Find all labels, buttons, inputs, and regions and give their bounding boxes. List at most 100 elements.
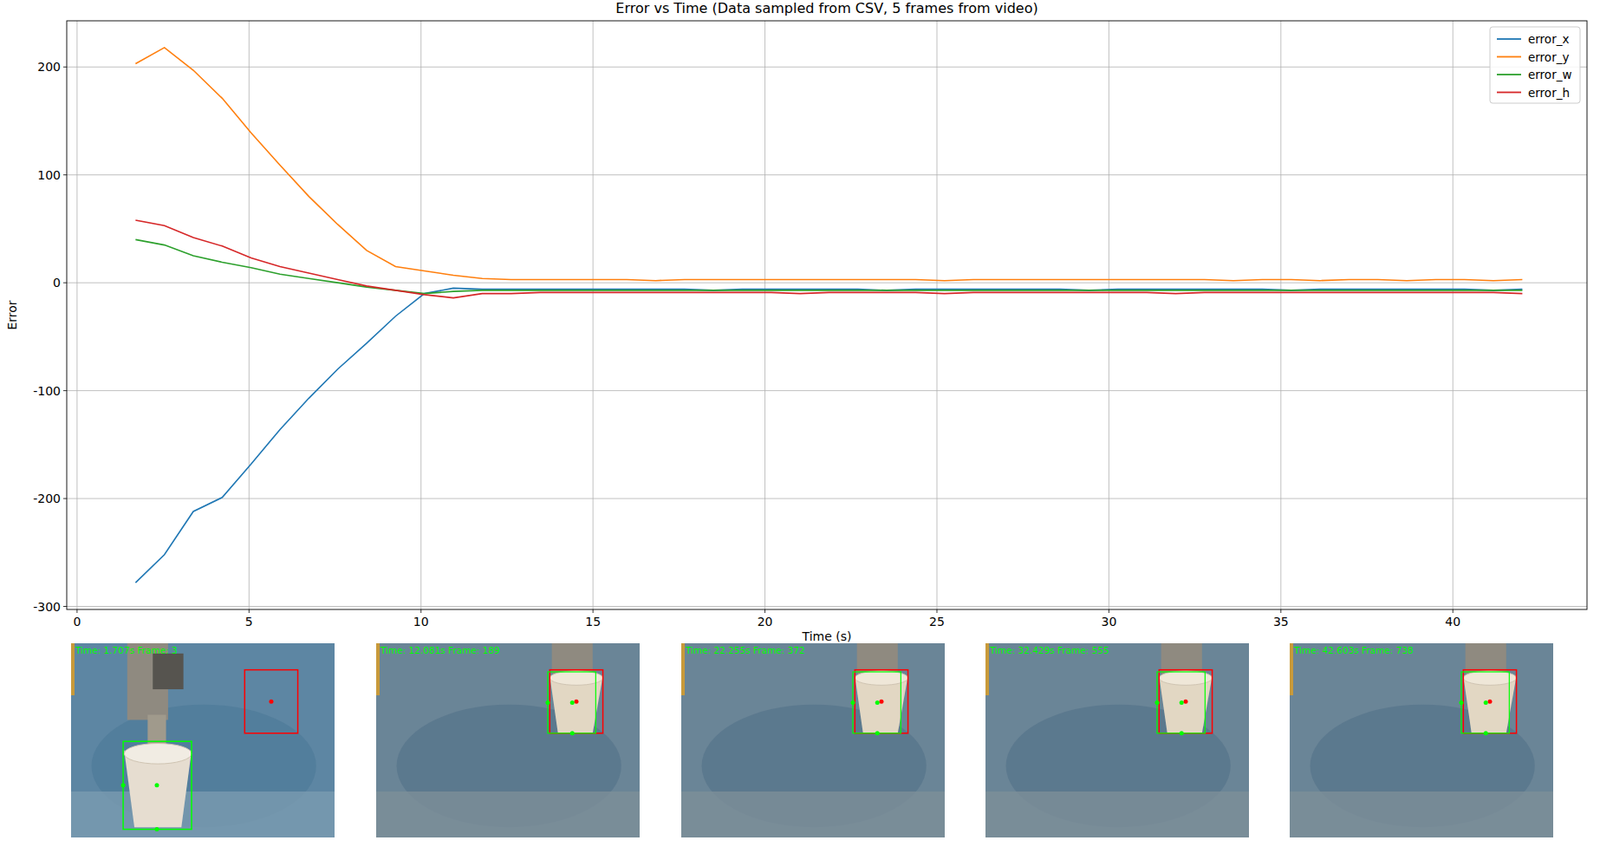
target-box xyxy=(244,669,298,734)
detect-center xyxy=(1483,700,1489,705)
frame-edge xyxy=(376,643,380,696)
x-grid-line xyxy=(764,20,766,610)
x-tick-label: 25 xyxy=(929,614,945,629)
x-tick xyxy=(76,609,78,613)
video-frame: Time: 32.429s Frame: 555 xyxy=(985,643,1249,838)
frame-edge xyxy=(985,643,989,696)
detect-box xyxy=(852,671,901,734)
detect-point xyxy=(154,826,159,832)
x-grid-line xyxy=(936,20,937,610)
detect-point xyxy=(1458,700,1464,705)
target-box xyxy=(1463,669,1516,734)
x-tick xyxy=(764,609,766,613)
plot-lines xyxy=(135,47,1522,583)
frame-background xyxy=(985,643,1249,838)
cup-rim xyxy=(1158,670,1212,686)
detect-point xyxy=(1179,730,1184,735)
y-axis-label: Error xyxy=(5,299,20,330)
y-tick xyxy=(63,605,67,607)
x-grid-line xyxy=(1108,20,1110,610)
y-tick xyxy=(63,498,67,500)
frame-background xyxy=(71,643,335,838)
x-tick-label: 30 xyxy=(1100,614,1117,629)
x-tick-label: 35 xyxy=(1273,614,1289,629)
x-tick xyxy=(936,609,937,613)
frame-edge xyxy=(681,643,685,696)
series-line xyxy=(135,220,1522,299)
series-line xyxy=(135,287,1522,583)
y-grid-line xyxy=(66,390,1587,391)
detect-point xyxy=(875,730,880,735)
x-tick-label: 15 xyxy=(585,614,601,629)
frame-floor xyxy=(985,791,1249,838)
x-grid-line xyxy=(76,20,78,610)
series-line xyxy=(135,47,1522,281)
legend-label: error_w xyxy=(1528,67,1572,82)
x-tick xyxy=(1452,609,1454,613)
frame-label: Time: 42.603s Frame: 738 xyxy=(1293,644,1414,656)
legend-swatch xyxy=(1496,91,1522,94)
target-box xyxy=(549,669,603,734)
y-tick-label: -200 xyxy=(32,491,61,506)
y-tick-label: 0 xyxy=(52,275,61,290)
detect-box xyxy=(547,671,596,734)
x-tick-label: 0 xyxy=(72,614,81,629)
legend-swatch xyxy=(1496,73,1522,76)
x-grid-line xyxy=(592,20,594,610)
x-tick-label: 40 xyxy=(1444,614,1461,629)
frame-label: Time: 22.255s Frame: 372 xyxy=(684,644,806,656)
x-tick-label: 20 xyxy=(757,614,774,629)
detect-point xyxy=(570,730,575,735)
x-tick xyxy=(248,609,250,613)
frame-label: Time: 1.707s Frame: 3 xyxy=(74,644,178,656)
cup-rim xyxy=(123,743,192,765)
detect-point xyxy=(1154,700,1159,705)
frame-floor xyxy=(376,791,640,838)
video-frame: Time: 12.081s Frame: 189 xyxy=(376,643,640,838)
y-grid-line xyxy=(66,174,1587,176)
detect-point xyxy=(545,700,550,705)
y-grid-line xyxy=(66,66,1587,68)
video-frame: Time: 1.707s Frame: 3 xyxy=(71,643,335,838)
x-grid-line xyxy=(1452,20,1454,610)
target-box xyxy=(854,669,908,734)
target-box xyxy=(1158,669,1212,734)
frame-background xyxy=(1289,643,1554,838)
y-tick xyxy=(63,282,67,284)
frame-label: Time: 32.429s Frame: 555 xyxy=(988,644,1110,656)
x-tick xyxy=(420,609,422,613)
chart-title: Error vs Time (Data sampled from CSV, 5 … xyxy=(615,0,1038,17)
y-tick xyxy=(63,390,67,391)
y-tick-label: 200 xyxy=(37,59,61,74)
detect-center xyxy=(875,700,880,705)
x-grid-line xyxy=(248,20,250,610)
video-frame: Time: 22.255s Frame: 372 xyxy=(681,643,945,838)
legend-box xyxy=(1489,26,1581,104)
x-tick-label: 5 xyxy=(245,614,254,629)
x-tick xyxy=(592,609,594,613)
legend-label: error_x xyxy=(1528,32,1569,46)
frame-background xyxy=(376,643,640,838)
x-tick xyxy=(1108,609,1110,613)
plot-frame xyxy=(66,20,1587,610)
detect-center xyxy=(1179,700,1184,705)
series-line xyxy=(135,239,1522,293)
legend-label: error_h xyxy=(1528,85,1570,100)
target-center xyxy=(1487,699,1492,704)
detect-center xyxy=(154,782,159,787)
y-tick xyxy=(63,66,67,68)
target-center xyxy=(268,699,274,704)
detect-point xyxy=(850,700,855,705)
cup-rim xyxy=(1463,670,1516,686)
x-grid-line xyxy=(420,20,422,610)
frame-edge xyxy=(71,643,75,696)
frame-background xyxy=(681,643,945,838)
y-tick-label: -300 xyxy=(32,599,61,614)
target-center xyxy=(878,699,884,704)
y-tick xyxy=(63,174,67,176)
x-tick-label: 10 xyxy=(413,614,430,629)
legend-swatch xyxy=(1496,56,1522,59)
frame-floor xyxy=(1289,791,1554,838)
frame-label: Time: 12.081s Frame: 189 xyxy=(379,644,501,656)
x-grid-line xyxy=(1280,20,1282,610)
